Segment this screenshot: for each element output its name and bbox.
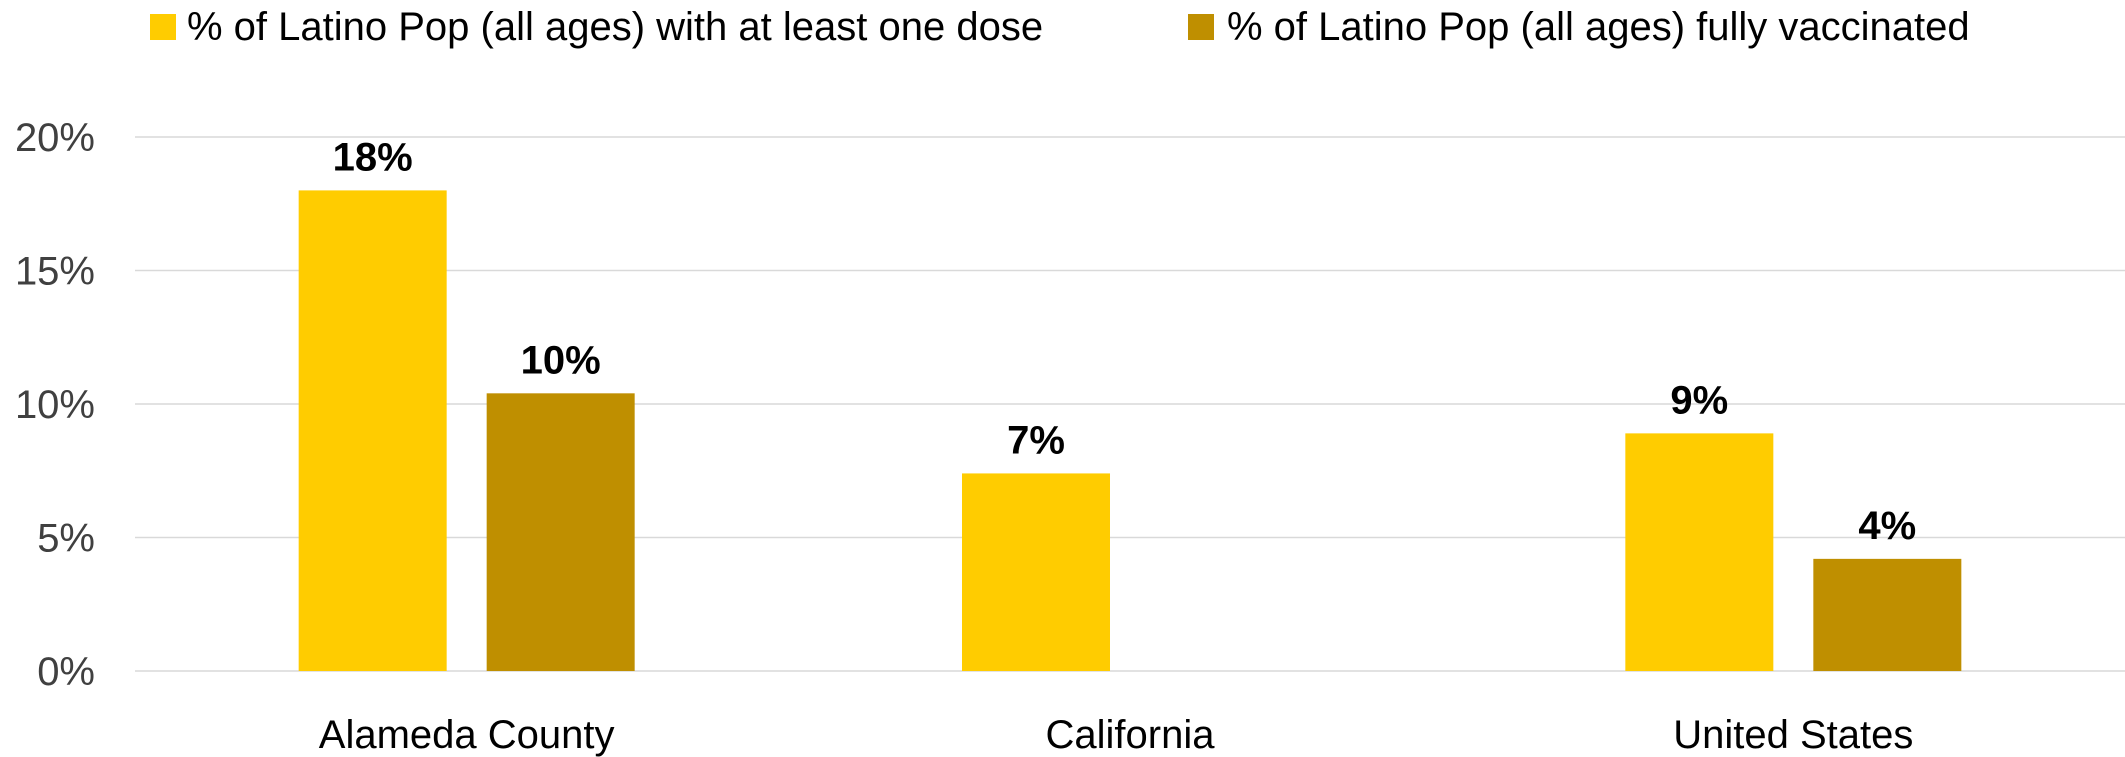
- bar: [486, 393, 635, 671]
- legend-label: % of Latino Pop (all ages) with at least…: [187, 5, 1043, 49]
- bar: [1813, 558, 1962, 671]
- y-tick-label: 0%: [37, 650, 95, 694]
- legend-swatch: [150, 14, 176, 40]
- legend-swatch: [1188, 14, 1214, 40]
- data-label: 9%: [1670, 378, 1728, 422]
- data-label: 10%: [521, 338, 601, 382]
- x-category-label: California: [1046, 713, 1216, 757]
- x-category-label: United States: [1673, 713, 1913, 757]
- data-label: 7%: [1007, 418, 1065, 462]
- data-label: 18%: [333, 135, 413, 179]
- y-tick-label: 20%: [15, 116, 95, 160]
- bar: [298, 190, 447, 671]
- x-category-label: Alameda County: [319, 713, 615, 757]
- legend-label: % of Latino Pop (all ages) fully vaccina…: [1227, 5, 1970, 49]
- data-label: 4%: [1858, 504, 1916, 548]
- bar: [962, 473, 1110, 671]
- y-tick-label: 5%: [37, 517, 95, 561]
- y-tick-label: 15%: [15, 250, 95, 294]
- bar: [1625, 433, 1774, 671]
- y-tick-label: 10%: [15, 383, 95, 427]
